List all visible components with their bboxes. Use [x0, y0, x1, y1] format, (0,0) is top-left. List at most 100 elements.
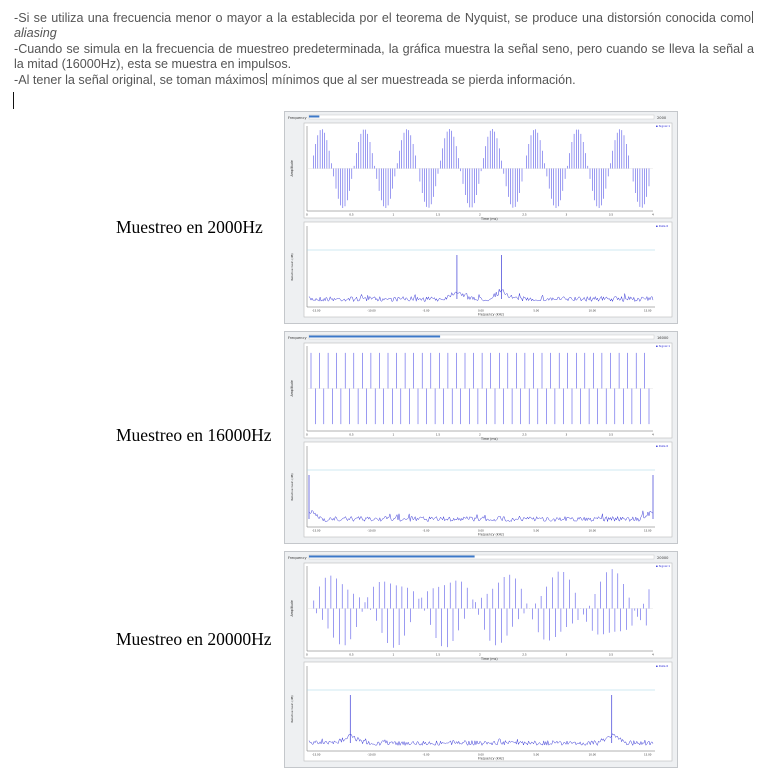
slider-label: Frequency	[288, 116, 307, 120]
time-legend: ▪ Signal 1	[656, 564, 670, 568]
time-tick-label: 3.5	[609, 653, 614, 657]
time-tick-label: 2.5	[522, 653, 527, 657]
text-insertion-cursor	[13, 92, 14, 109]
time-tick-label: 2.5	[522, 433, 527, 437]
time-x-label: Time (ms)	[480, 217, 498, 221]
paragraph-16000: -Cuando se simula en la frecuencia de mu…	[14, 41, 754, 72]
fft-tick-label: 5.00	[533, 309, 539, 313]
text-line-1: -Si se utiliza una frecuencia menor o ma…	[14, 11, 751, 25]
simulation-screenshot-16000: Frequency 16000 ▪ Signal 1 Amplitude Time (m…	[284, 331, 678, 544]
fft-tick-label: 0.00	[478, 753, 484, 757]
time-signal	[310, 352, 650, 425]
time-tick-label: 3	[566, 213, 568, 217]
fft-x-label: Frequency (kHz)	[478, 757, 504, 761]
slider-value: 16000	[657, 336, 669, 340]
slider-fill	[309, 555, 475, 558]
fft-tick-label: -5.00	[423, 753, 430, 757]
time-legend: ▪ Signal 1	[656, 344, 670, 348]
fft-y-label: Relative Gain (dB)	[290, 253, 294, 280]
fft-tick-label: 10.00	[589, 529, 597, 533]
fft-tick-label: 10.00	[589, 753, 597, 757]
time-tick-label: 0	[306, 213, 308, 217]
simulation-screenshot-20000: Frequency 20000 ▪ Signal 1 Amplitude Time (m…	[284, 551, 678, 768]
time-tick-label: 2	[479, 213, 481, 217]
time-tick-label: 4	[652, 433, 654, 437]
fft-tick-label: 0.00	[478, 529, 484, 533]
fft-tick-label: -15.00	[312, 753, 321, 757]
figure-label-16000: Muestreo en 16000Hz	[116, 425, 272, 445]
slider-value: 20000	[657, 556, 669, 560]
time-tick-label: 3	[566, 433, 568, 437]
time-plot-panel	[303, 562, 673, 659]
fft-tick-label: -5.00	[423, 529, 430, 533]
time-tick-label: 2.5	[522, 213, 527, 217]
text-line-3b: mínimos que al ser muestreada se pierda …	[268, 72, 576, 87]
fft-y-label: Relative Gain (dB)	[290, 473, 294, 500]
fft-legend: ▪ Data 6	[656, 224, 668, 228]
time-tick-label: 1.5	[436, 433, 441, 437]
frequency-slider	[308, 114, 655, 120]
fft-y-label: Relative Gain (dB)	[290, 695, 294, 722]
fft-spectrum	[308, 288, 654, 303]
fft-tick-label: 5.00	[533, 529, 539, 533]
slider-fill	[309, 115, 320, 118]
time-y-label: Amplitude	[290, 600, 294, 616]
fft-legend: ▪ Data 6	[656, 444, 668, 448]
time-signal	[313, 129, 650, 208]
fft-plot-panel	[303, 441, 673, 538]
cursor-mark	[266, 72, 268, 85]
time-tick-label: 0	[306, 653, 308, 657]
time-tick-label: 1.5	[436, 653, 441, 657]
simulation-screenshot-2000: Frequency 2000 ▪ Signal 1 Amplitude Time (ms…	[284, 111, 678, 324]
time-x-label: Time (ms)	[480, 657, 498, 661]
time-x-label: Time (ms)	[480, 437, 498, 441]
fft-tick-label: -10.00	[367, 309, 376, 313]
time-tick-label: 1	[393, 433, 395, 437]
cursor-mark	[752, 11, 753, 23]
time-tick-label: 0.5	[349, 213, 354, 217]
fft-tick-label: 15.00	[644, 529, 652, 533]
aliasing-term: aliasing	[14, 26, 57, 41]
figure-canvas: Frequency 2000 ▪ Signal 1 Amplitude Time (ms…	[288, 114, 673, 318]
time-tick-label: 1	[393, 213, 395, 217]
fft-tick-label: -15.00	[312, 309, 321, 313]
paragraph-maximos: -Al tener la señal original, se toman má…	[14, 72, 754, 88]
time-y-label: Amplitude	[290, 160, 294, 176]
slider-fill	[309, 335, 441, 338]
fft-tick-label: -10.00	[367, 753, 376, 757]
body-text: -Si se utiliza una frecuencia menor o ma…	[14, 11, 754, 88]
time-tick-label: 0.5	[349, 653, 354, 657]
fft-x-label: Frequency (kHz)	[478, 533, 504, 537]
slider-label: Frequency	[288, 336, 307, 340]
time-tick-label: 1	[393, 653, 395, 657]
fft-tick-label: -5.00	[423, 309, 430, 313]
time-plot-panel	[303, 342, 673, 439]
time-tick-label: 0.5	[349, 433, 354, 437]
time-signal	[313, 569, 650, 648]
fft-plot-panel	[303, 661, 673, 762]
time-tick-label: 3.5	[609, 213, 614, 217]
figure-canvas: Frequency 20000 ▪ Signal 1 Amplitude Time (m…	[288, 554, 673, 762]
time-tick-label: 0	[306, 433, 308, 437]
fft-tick-label: 15.00	[644, 753, 652, 757]
figure-canvas: Frequency 16000 ▪ Signal 1 Amplitude Time (m…	[288, 334, 673, 538]
time-tick-label: 2	[479, 653, 481, 657]
fft-tick-label: 15.00	[644, 309, 652, 313]
fft-tick-label: 0.00	[478, 309, 484, 313]
slider-value: 2000	[657, 116, 667, 120]
fft-legend: ▪ Data 6	[656, 664, 668, 668]
fft-tick-label: 5.00	[533, 753, 539, 757]
time-tick-label: 1.5	[436, 213, 441, 217]
figure-label-2000: Muestreo en 2000Hz	[116, 217, 263, 237]
fft-tick-label: -15.00	[312, 529, 321, 533]
time-tick-label: 3.5	[609, 433, 614, 437]
text-line-3a: -Al tener la señal original, se toman má…	[14, 72, 266, 87]
figure-label-20000: Muestreo en 20000Hz	[116, 629, 272, 649]
time-tick-label: 4	[652, 213, 654, 217]
fft-tick-label: -10.00	[367, 529, 376, 533]
fft-spectrum	[308, 733, 654, 747]
slider-label: Frequency	[288, 556, 307, 560]
time-tick-label: 2	[479, 433, 481, 437]
time-tick-label: 4	[652, 653, 654, 657]
time-legend: ▪ Signal 1	[656, 124, 670, 128]
